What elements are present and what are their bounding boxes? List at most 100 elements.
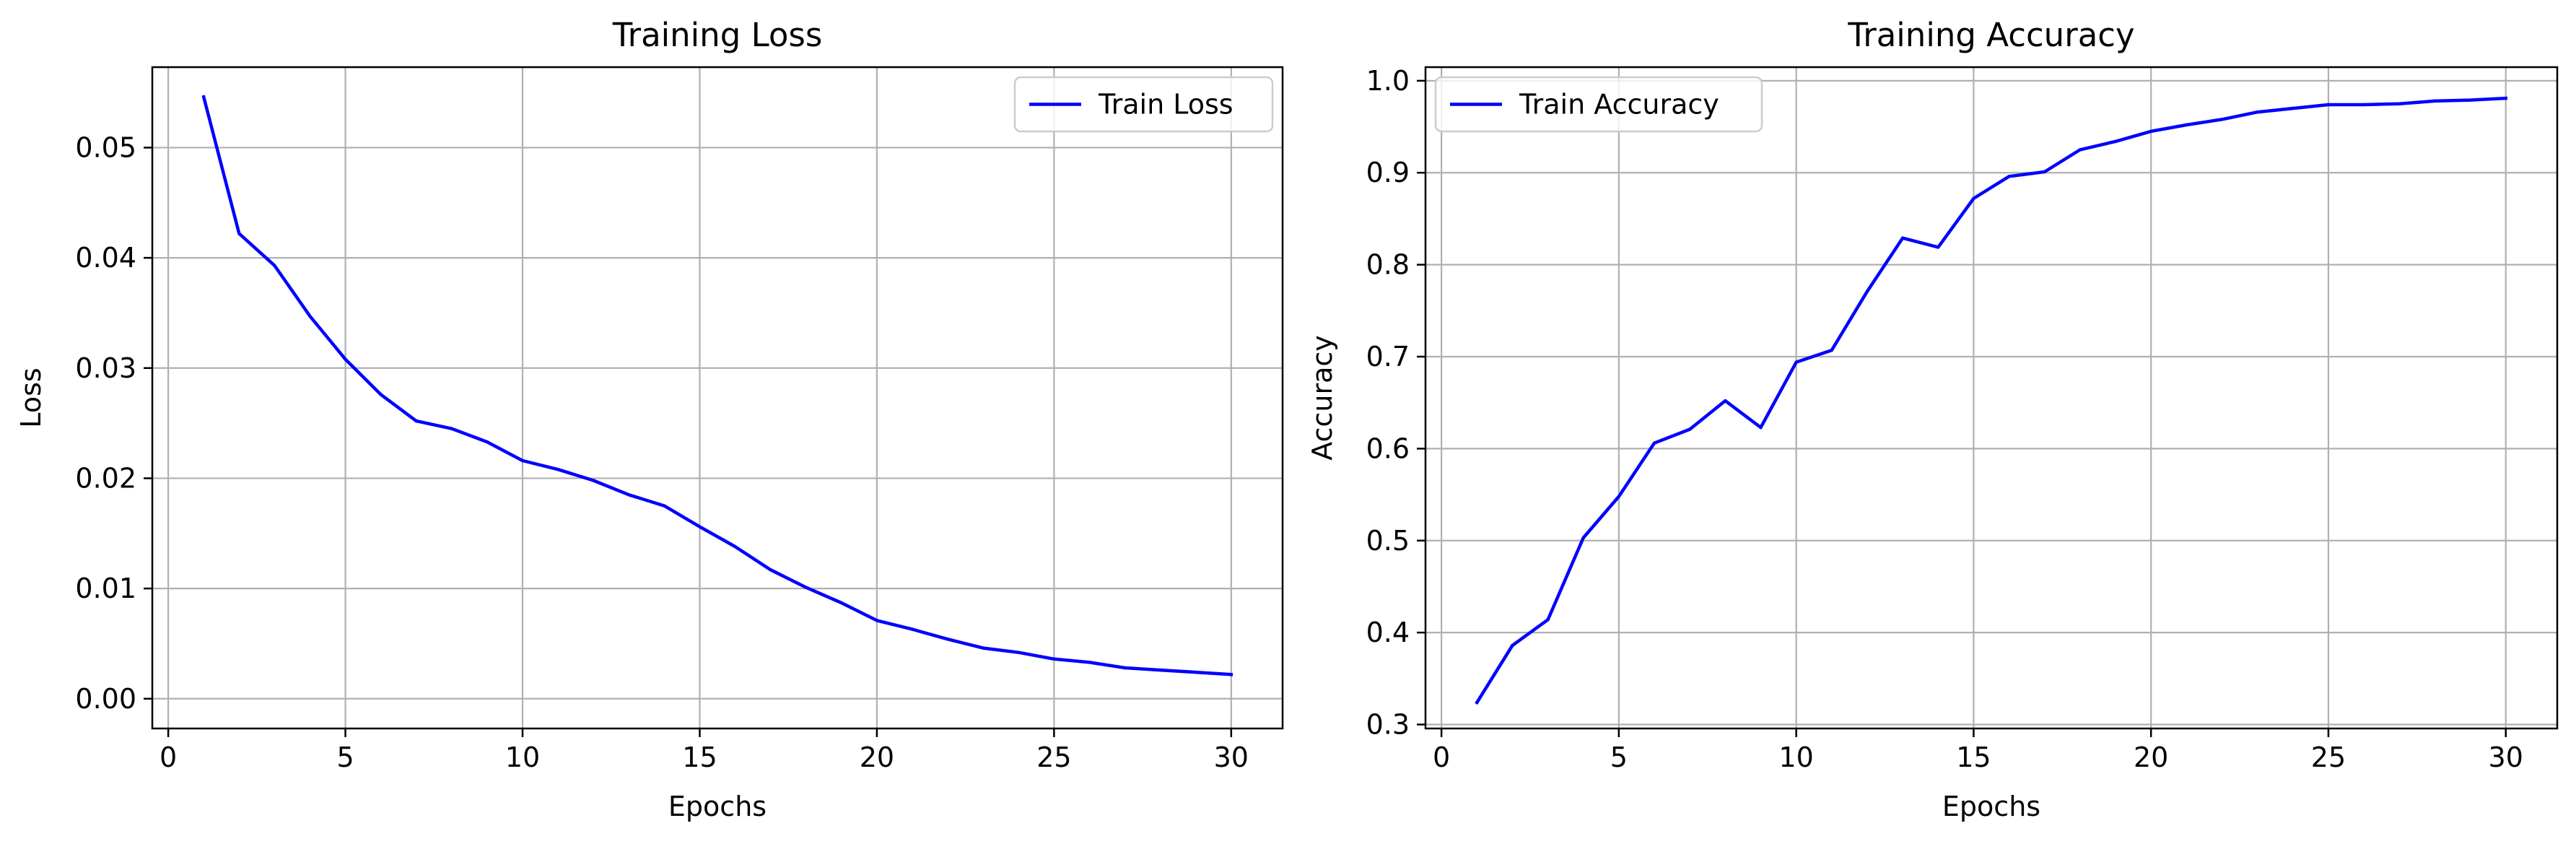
x-tick-label: 15 [682,741,717,773]
data-point [556,468,560,471]
data-point [1158,668,1162,672]
y-tick-label: 0.5 [1366,525,1410,557]
data-point [2291,106,2295,110]
data-point [1052,657,1056,661]
x-tick-label: 25 [2311,741,2346,773]
x-tick-label: 0 [1433,741,1450,773]
data-point [839,601,844,605]
data-point [1865,290,1869,293]
data-point [1088,661,1091,664]
data-point [2078,148,2082,152]
x-tick-label: 10 [1778,741,1813,773]
data-point [201,95,206,99]
y-tick-label: 0.9 [1366,157,1410,188]
data-point [450,427,454,430]
data-point [1830,348,1834,352]
y-tick-label: 0.6 [1366,432,1410,464]
y-axis-label: Loss [15,367,47,427]
x-tick-label: 5 [336,741,354,773]
x-tick-label: 30 [2489,741,2523,773]
data-point [910,627,914,631]
data-point [981,646,985,650]
data-point [308,314,312,318]
data-point [2504,96,2507,100]
data-point [2185,123,2188,127]
data-point [1972,196,1975,201]
y-tick-label: 0.7 [1366,341,1410,373]
data-point [344,357,347,361]
plot-frame [1424,66,2559,730]
data-point [627,493,631,497]
data-point [2043,170,2046,174]
data-point [804,586,808,589]
y-tick-label: 0.04 [75,242,136,274]
data-point [1123,666,1127,670]
data-point [2362,103,2366,107]
data-point [1724,399,1727,403]
data-point [1900,236,1905,240]
data-point [1617,495,1621,498]
data-point [2398,102,2401,105]
data-point [1017,651,1021,654]
legend: Train Accuracy [1434,76,1763,133]
data-point [2468,98,2472,102]
y-tick-label: 0.02 [75,462,136,494]
y-tick-label: 0.05 [75,131,136,163]
data-point [237,232,241,235]
x-tick-label: 15 [1956,741,1991,773]
legend-label: Train Accuracy [1519,89,1719,121]
data-point [663,504,666,508]
data-point [2007,175,2011,178]
x-tick-label: 25 [1036,741,1071,773]
data-point [2326,103,2331,107]
chart-panel-2: 0 5 10 15 20 25 30 0.3 0.4 0.5 0.6 0.7 0.8 0.9 1.0 Trai… [1306,16,2559,822]
x-tick-label: 20 [2134,741,2168,773]
legend-box [1013,76,1274,133]
data-point [698,525,702,528]
y-tick-label: 0.03 [75,352,136,384]
x-tick-label: 5 [1610,741,1628,773]
data-point [1581,536,1585,540]
chart-title: Training Accuracy [1847,16,2134,54]
data-point [769,567,772,572]
chart-panel-1: 0 5 10 15 20 25 30 0.00 0.01 0.02 0.03 0.04 0.05 Trai… [15,16,1284,822]
data-point [591,479,595,482]
series-line [201,95,1234,676]
data-point [485,440,489,444]
data-point [1194,670,1197,674]
x-tick-label: 0 [160,741,177,773]
data-point [733,544,737,549]
data-point [1759,425,1763,430]
y-tick-label: 0.4 [1366,617,1410,648]
x-axis-label: Epochs [668,791,767,822]
data-point [875,619,879,622]
data-point [1511,643,1514,648]
data-point [2256,110,2259,114]
data-point [414,419,418,423]
x-tick-label: 10 [505,741,540,773]
y-tick-label: 1.0 [1366,65,1410,97]
y-axis-label: Accuracy [1306,335,1338,461]
data-point [1652,441,1656,445]
data-point [2433,99,2437,103]
x-tick-label: 20 [860,741,894,773]
x-axis-label: Epochs [1942,791,2040,822]
data-point [946,638,950,641]
data-point [2220,118,2224,121]
data-point [1688,427,1692,431]
plot-frame [151,66,1284,730]
y-tick-label: 0.00 [75,683,136,715]
y-tick-label: 0.3 [1366,709,1410,741]
data-point [2149,129,2153,134]
data-point [1794,360,1798,364]
chart-title: Training Loss [612,16,823,54]
data-point [273,264,276,267]
legend: Train Loss [1013,76,1274,133]
data-point [1229,672,1234,676]
data-point [1475,700,1479,705]
data-point [1546,618,1550,622]
y-tick-label: 0.01 [75,573,136,604]
x-tick-label: 30 [1214,741,1249,773]
data-point [2113,139,2118,144]
